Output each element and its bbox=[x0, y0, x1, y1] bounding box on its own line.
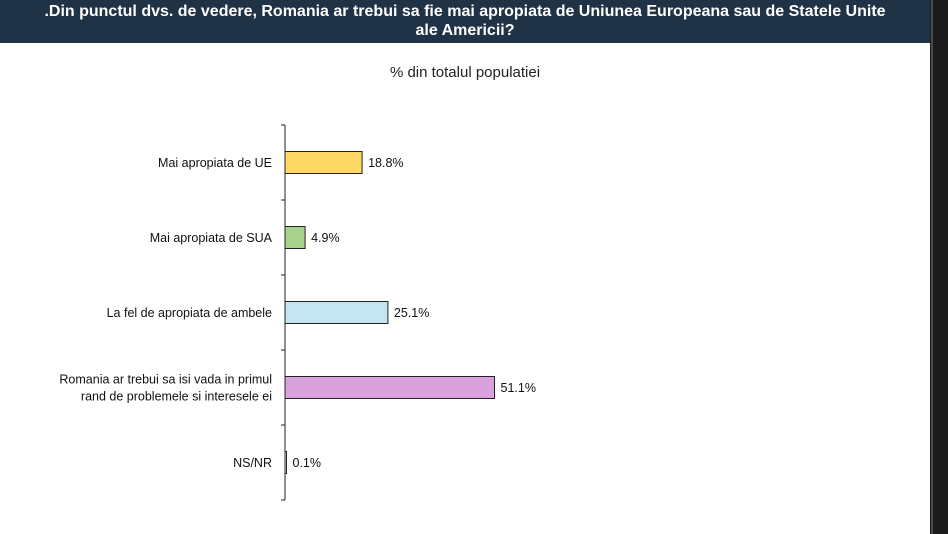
category-label: La fel de apropiata de ambele bbox=[107, 306, 272, 320]
bar bbox=[284, 151, 363, 174]
page-title: .Din punctul dvs. de vedere, Romania ar … bbox=[44, 3, 886, 39]
data-label: 51.1% bbox=[501, 381, 536, 395]
category-label: Mai apropiata de SUA bbox=[150, 231, 273, 245]
category-label: Mai apropiata de UE bbox=[158, 156, 272, 170]
data-label: 25.1% bbox=[394, 306, 429, 320]
data-label: 18.8% bbox=[368, 156, 403, 170]
data-label: 4.9% bbox=[311, 231, 340, 245]
bar bbox=[284, 226, 306, 249]
window-edge bbox=[930, 0, 948, 534]
data-label: 0.1% bbox=[293, 456, 322, 470]
title-bar: .Din punctul dvs. de vedere, Romania ar … bbox=[0, 0, 930, 43]
bar bbox=[284, 376, 496, 399]
bar bbox=[284, 451, 287, 474]
chart-subtitle: % din totalul populatiei bbox=[389, 64, 541, 81]
category-label: NS/NR bbox=[233, 456, 272, 470]
window-edge-highlight bbox=[931, 0, 933, 534]
category-label: Romania ar trebui sa isi vada in primul r… bbox=[59, 373, 272, 404]
bar bbox=[284, 301, 389, 324]
